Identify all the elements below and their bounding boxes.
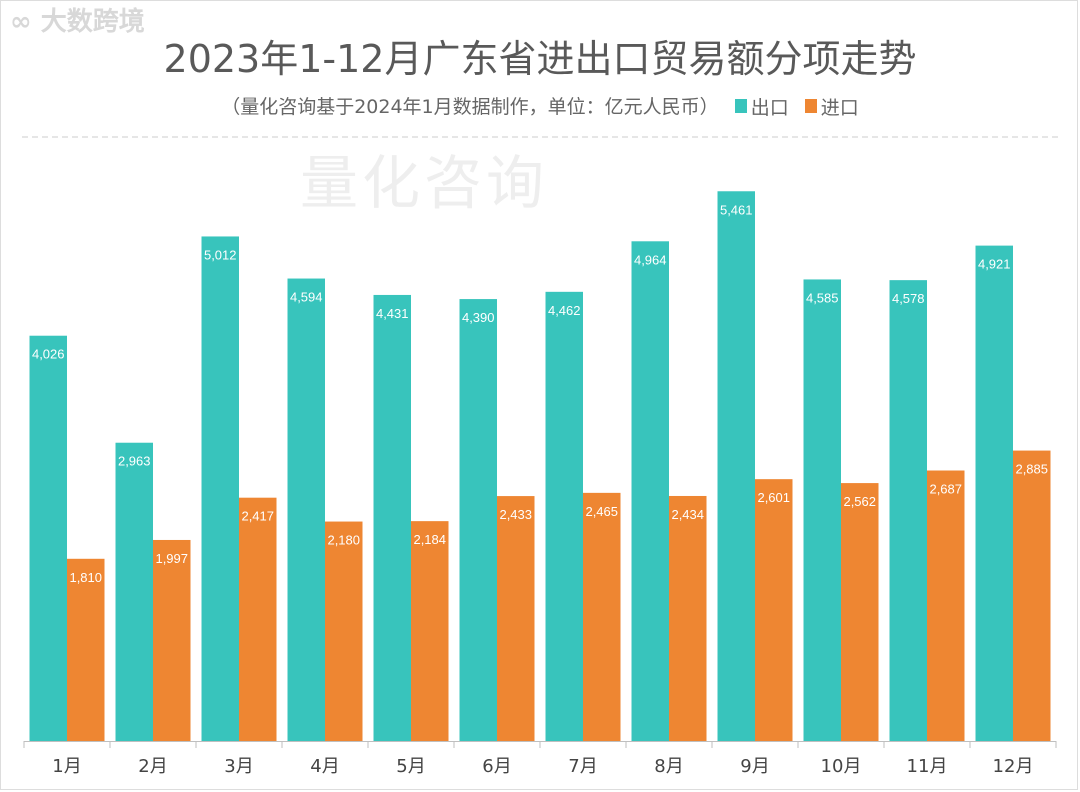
data-label: 4,585 xyxy=(806,290,839,305)
data-label: 4,390 xyxy=(462,310,495,325)
data-label: 2,601 xyxy=(757,490,790,505)
data-label: 5,012 xyxy=(204,247,237,262)
x-tick-label: 9月 xyxy=(740,756,769,777)
subtitle-text: （量化咨询基于2024年1月数据制作，单位：亿元人民币） xyxy=(221,96,719,118)
chart-subtitle: （量化咨询基于2024年1月数据制作，单位：亿元人民币） 出口 进口 xyxy=(0,92,1080,120)
bar-export xyxy=(631,241,669,742)
data-label: 2,562 xyxy=(843,494,876,509)
bar-import xyxy=(411,521,449,741)
bar-import xyxy=(153,539,191,741)
data-label: 4,594 xyxy=(290,290,323,305)
data-label: 2,465 xyxy=(585,504,618,519)
x-tick-label: 12月 xyxy=(993,756,1034,777)
legend-label-export: 出口 xyxy=(750,96,789,119)
data-label: 2,180 xyxy=(327,533,360,548)
bar-import xyxy=(841,483,879,741)
data-label: 4,026 xyxy=(32,347,65,362)
x-tick-label: 8月 xyxy=(654,756,683,777)
data-label: 2,963 xyxy=(118,454,151,469)
bar-import xyxy=(497,496,535,741)
data-label: 1,997 xyxy=(155,551,188,566)
legend-label-import: 进口 xyxy=(820,96,859,119)
bar-export xyxy=(201,236,239,741)
bar-import xyxy=(325,521,363,741)
x-tick-label: 6月 xyxy=(482,756,511,777)
bar-export xyxy=(889,280,927,741)
data-label: 4,964 xyxy=(634,252,667,267)
bar-export xyxy=(373,294,411,741)
bar-import xyxy=(669,495,707,741)
data-label: 2,433 xyxy=(499,507,532,522)
x-tick-label: 4月 xyxy=(310,756,339,777)
bar-import xyxy=(239,497,277,741)
x-tick-label: 10月 xyxy=(821,756,862,777)
data-label: 4,431 xyxy=(376,306,409,321)
bar-export xyxy=(459,299,497,741)
legend-swatch-import xyxy=(804,99,817,113)
divider xyxy=(22,136,1058,138)
bar-export xyxy=(803,279,841,741)
x-tick-label: 3月 xyxy=(224,756,253,777)
bar-import xyxy=(927,470,965,741)
x-tick-label: 7月 xyxy=(568,756,597,777)
data-label: 2,434 xyxy=(671,507,704,522)
bar-export xyxy=(975,245,1013,742)
watermark: 量化咨询 xyxy=(300,149,549,217)
data-label: 2,885 xyxy=(1015,462,1048,477)
data-label: 2,184 xyxy=(413,532,446,547)
logo-text: 大数跨境 xyxy=(40,7,145,37)
bar-import xyxy=(67,558,105,741)
bar-export xyxy=(115,442,153,741)
x-tick-label: 11月 xyxy=(907,756,948,777)
data-label: 2,687 xyxy=(929,482,962,497)
bar-import xyxy=(755,479,793,741)
legend-item-import: 进口 xyxy=(804,93,859,120)
data-label: 2,417 xyxy=(241,509,274,524)
bar-export xyxy=(29,335,67,741)
bar-export xyxy=(545,291,583,741)
data-label: 4,921 xyxy=(978,257,1011,272)
data-label: 5,461 xyxy=(720,202,753,217)
data-label: 4,462 xyxy=(548,303,581,318)
x-tick-label: 1月 xyxy=(52,756,81,777)
bar-import xyxy=(1013,450,1051,741)
legend-item-export: 出口 xyxy=(734,93,789,120)
bar-export xyxy=(717,191,755,741)
logo-watermark: ∞ 大数跨境 xyxy=(10,7,145,37)
legend-swatch-export xyxy=(734,99,747,113)
x-tick-label: 5月 xyxy=(396,756,425,777)
bar-import xyxy=(583,492,621,741)
data-label: 4,578 xyxy=(892,291,925,306)
x-tick-label: 2月 xyxy=(138,756,167,777)
data-label: 1,810 xyxy=(69,570,102,585)
chart-title: 2023年1-12月广东省进出口贸易额分项走势 xyxy=(163,37,917,81)
bar-export xyxy=(287,278,325,741)
